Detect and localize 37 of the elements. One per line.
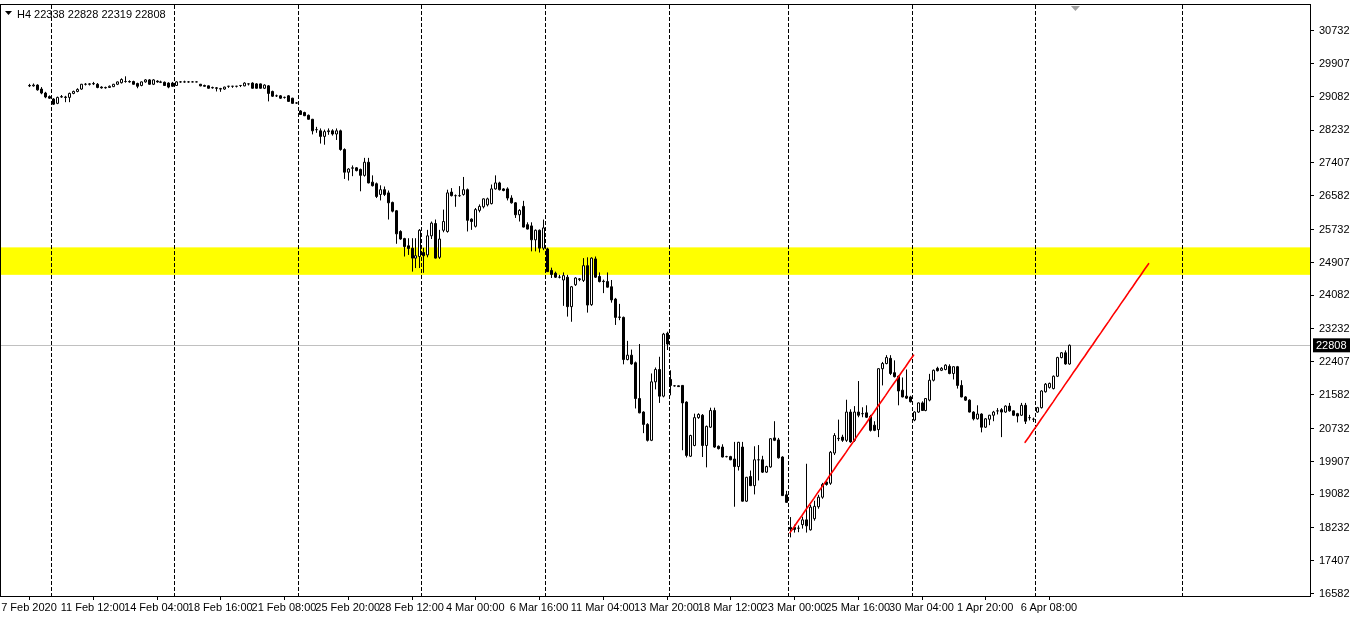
x-tick-label: 30 Mar 04:00 xyxy=(889,600,954,613)
y-tick-label: 18232 xyxy=(1319,521,1350,534)
x-tick-label: 14 Feb 04:00 xyxy=(124,600,189,613)
y-tick-label: 23232 xyxy=(1319,322,1350,335)
x-tick-label: 28 Feb 12:00 xyxy=(379,600,444,613)
y-tick-label: 28232 xyxy=(1319,123,1350,136)
y-tick-label: 20732 xyxy=(1319,421,1350,434)
x-tick-label: 11 Mar 04:00 xyxy=(570,600,635,613)
y-tick-label: 29082 xyxy=(1319,89,1350,102)
x-tick-label: 11 Feb 12:00 xyxy=(60,600,125,613)
x-tick-label: 7 Feb 2020 xyxy=(1,600,57,613)
x-tick-label: 18 Mar 12:00 xyxy=(697,600,763,613)
x-tick-label: 6 Mar 16:00 xyxy=(509,600,569,613)
y-tick-label: 25732 xyxy=(1319,222,1350,235)
y-tick-label: 19082 xyxy=(1319,487,1350,500)
x-tick-label: 13 Mar 20:00 xyxy=(634,600,699,613)
x-tick-label: 25 Feb 20:00 xyxy=(315,600,381,613)
chart-title: H4 22338 22828 22319 22808 xyxy=(17,7,166,20)
y-tick-label: 24907 xyxy=(1319,255,1350,268)
x-tick-label: 6 Apr 08:00 xyxy=(1020,600,1078,613)
ref-line-label: 22808 xyxy=(1316,339,1347,352)
y-tick-label: 30732 xyxy=(1319,23,1350,36)
y-tick-label: 27407 xyxy=(1319,156,1350,169)
y-tick-label: 17407 xyxy=(1319,554,1350,567)
x-tick-label: 25 Mar 16:00 xyxy=(825,600,891,613)
x-tick-label: 23 Mar 00:00 xyxy=(761,600,827,613)
y-tick-label: 29907 xyxy=(1319,56,1350,69)
y-tick-label: 19907 xyxy=(1319,454,1350,467)
y-tick-label: 24082 xyxy=(1319,288,1350,301)
y-tick-label: 26582 xyxy=(1319,189,1350,202)
y-tick-label: 21582 xyxy=(1319,387,1350,400)
y-tick-label: 22407 xyxy=(1319,355,1350,368)
x-tick-label: 1 Apr 20:00 xyxy=(957,600,1014,613)
x-tick-label: 4 Mar 00:00 xyxy=(445,600,505,613)
x-tick-label: 21 Feb 08:00 xyxy=(251,600,317,613)
x-tick-label: 18 Feb 16:00 xyxy=(187,600,253,613)
y-tick-label: 16582 xyxy=(1319,586,1350,599)
